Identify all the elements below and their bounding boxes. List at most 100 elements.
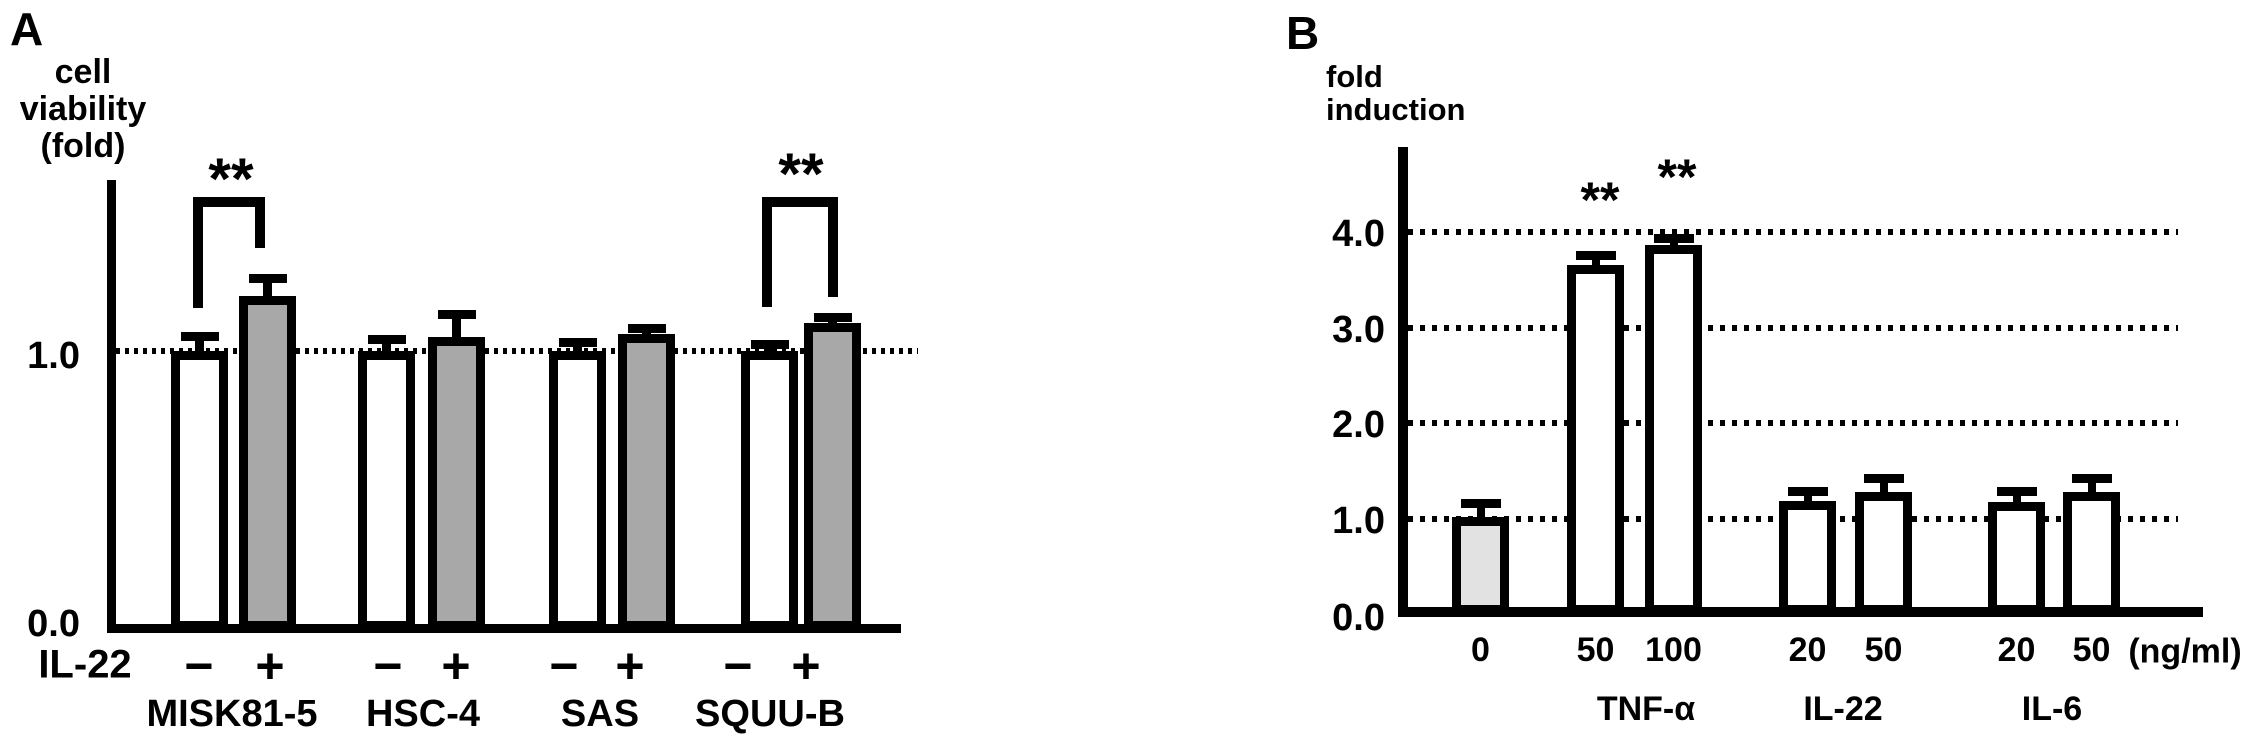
significance-bracket-right-leg (255, 197, 265, 248)
error-bar-stem-HSC-4-plus (452, 315, 461, 343)
panel-a-y-axis-title-line1: cell (54, 53, 112, 91)
error-bar-cap-dose-4-50 (1864, 474, 1904, 483)
gridline-3 (1408, 325, 2178, 331)
error-bar-stem-dose-5-20 (2013, 492, 2021, 508)
condition-label-MISK81-5-plus: + (255, 638, 285, 694)
significance-bracket-left-leg (762, 197, 772, 307)
panel-a-y-axis-title: cell viability (fold) (13, 54, 153, 165)
error-bar-stem-dose-6-50 (2088, 479, 2096, 498)
significance-asterisks: ** (208, 147, 254, 212)
dose-label-0: 0 (1471, 631, 1490, 669)
dose-label-3: 20 (1788, 631, 1827, 669)
bar-dose-4-50 (1855, 492, 1912, 614)
condition-label-HSC-4-plus: + (441, 638, 471, 694)
error-bar-stem-MISK81-5-minus (195, 337, 204, 357)
panel-b-unit-label: (ng/ml) (2128, 632, 2242, 671)
category-label-HSC-4: HSC-4 (365, 693, 481, 735)
y-axis-line (1398, 147, 1408, 617)
group-label-IL-6: IL-6 (2021, 690, 2083, 728)
panel-a-label: A (10, 3, 44, 55)
error-bar-cap-dose-1-50 (1576, 251, 1616, 260)
panel-a-condition-row-label: IL-22 (38, 642, 132, 687)
dose-label-6: 50 (2072, 631, 2111, 669)
error-bar-cap-SQUU-B-minus (751, 340, 789, 349)
error-bar-cap-dose-0-0 (1461, 499, 1501, 508)
significance-bracket-top (193, 197, 265, 207)
significance-bracket-right-leg (828, 197, 838, 297)
condition-label-SAS-plus: + (615, 638, 645, 694)
dose-label-2: 100 (1645, 631, 1702, 669)
bar-SAS-minus (549, 351, 606, 630)
dose-label-4: 50 (1864, 631, 1903, 669)
error-bar-stem-SAS-minus (573, 343, 582, 357)
error-bar-stem-MISK81-5-plus (263, 279, 272, 302)
category-label-MISK81-5: MISK81-5 (146, 693, 318, 735)
error-bar-cap-SAS-plus (628, 324, 666, 333)
group-label-IL-22: IL-22 (1803, 690, 1883, 728)
bar-dose-3-20 (1779, 501, 1836, 614)
condition-label-SQUU-B-minus: − (723, 638, 753, 694)
y-tick-label-4.0: 4.0 (1332, 213, 1385, 255)
y-tick-label-2.0: 2.0 (1332, 404, 1385, 446)
error-bar-cap-dose-2-100 (1654, 234, 1694, 243)
bar-MISK81-5-plus (239, 296, 296, 630)
condition-label-MISK81-5-minus: − (184, 638, 214, 694)
bar-MISK81-5-minus (171, 351, 228, 630)
error-bar-stem-dose-4-50 (1880, 479, 1888, 498)
condition-label-SAS-minus: − (549, 638, 579, 694)
panel-b-y-axis-title-line2: induction (1326, 92, 1466, 127)
y-tick-label-0.0: 0.0 (1332, 597, 1385, 639)
dose-label-5: 20 (1997, 631, 2036, 669)
panel-b-label: B (1286, 7, 1320, 59)
bar-HSC-4-plus (428, 337, 485, 630)
significance-asterisks: ** (778, 142, 824, 207)
group-label-TNF-α: TNF-α (1596, 690, 1696, 728)
y-axis-line (107, 180, 116, 633)
bar-SQUU-B-plus (804, 323, 861, 630)
error-bar-stem-dose-1-50 (1592, 256, 1600, 271)
gridline-4 (1408, 229, 2178, 235)
bar-dose-0-0 (1452, 517, 1509, 614)
error-bar-stem-dose-0-0 (1477, 504, 1485, 523)
bar-dose-2-100 (1645, 245, 1702, 614)
condition-label-HSC-4-minus: − (373, 638, 403, 694)
panel-b-y-axis-title: fold induction (1326, 60, 1465, 126)
error-bar-cap-dose-6-50 (2072, 474, 2112, 483)
y-tick-label-0.0: 0.0 (27, 603, 80, 645)
panel-a-y-axis-title-line3: (fold) (40, 127, 126, 165)
error-bar-stem-HSC-4-minus (382, 340, 391, 357)
significance-asterisks-50: ** (1580, 172, 1620, 228)
bar-dose-1-50 (1567, 265, 1624, 614)
error-bar-cap-MISK81-5-plus (249, 274, 287, 283)
gridline-2 (1408, 420, 2178, 426)
x-axis-line (107, 624, 901, 633)
error-bar-cap-SQUU-B-plus (814, 313, 852, 322)
y-tick-label-3.0: 3.0 (1332, 309, 1385, 351)
y-tick-label-1.0: 1.0 (1332, 500, 1385, 542)
category-label-SQUU-B: SQUU-B (695, 693, 845, 735)
bar-HSC-4-minus (358, 351, 415, 630)
bar-dose-5-20 (1988, 502, 2045, 614)
x-axis-line (1398, 607, 2203, 617)
dose-label-1: 50 (1576, 631, 1615, 669)
gridline-1 (116, 348, 918, 354)
panel-b-y-axis-title-line1: fold (1326, 59, 1383, 94)
error-bar-cap-dose-5-20 (1997, 487, 2037, 496)
error-bar-stem-dose-3-20 (1804, 492, 1812, 507)
error-bar-cap-SAS-minus (559, 338, 597, 347)
y-tick-label-1.0: 1.0 (27, 335, 80, 377)
error-bar-cap-HSC-4-plus (438, 310, 476, 319)
significance-bracket-top (762, 197, 838, 207)
bar-dose-6-50 (2063, 492, 2120, 614)
error-bar-cap-MISK81-5-minus (181, 332, 219, 341)
significance-bracket-left-leg (193, 197, 203, 308)
category-label-SAS: SAS (560, 693, 640, 735)
error-bar-cap-HSC-4-minus (368, 335, 406, 344)
error-bar-cap-dose-3-20 (1788, 487, 1828, 496)
condition-label-SQUU-B-plus: + (791, 638, 821, 694)
panel-a-y-axis-title-line2: viability (19, 90, 147, 128)
significance-asterisks-100: ** (1657, 149, 1697, 205)
